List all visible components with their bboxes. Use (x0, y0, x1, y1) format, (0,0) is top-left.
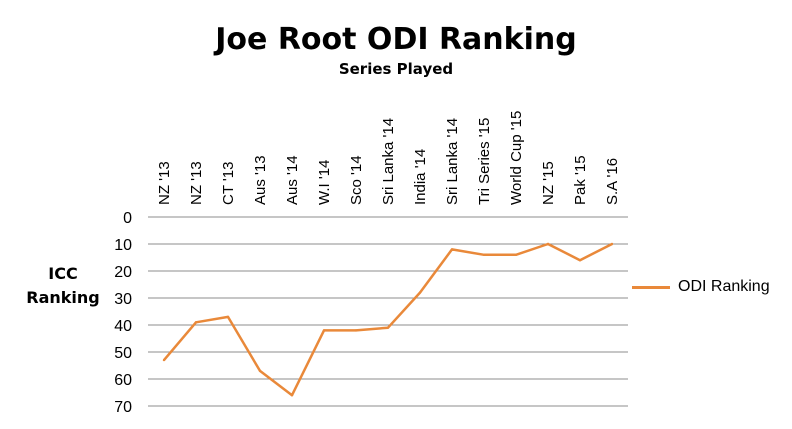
data-point (514, 253, 518, 256)
x-tick-label: Sri Lanka '14 (444, 118, 461, 205)
data-point (450, 248, 454, 251)
data-point (610, 242, 614, 246)
y-tick-labels: 0 10 20 30 40 50 60 70 (114, 210, 132, 416)
legend-label: ODI Ranking (678, 278, 770, 295)
y-tick-label: 40 (114, 318, 132, 335)
legend-swatch (632, 285, 670, 289)
data-point (290, 394, 294, 397)
y-tick-label: 60 (114, 372, 132, 389)
series-layer (162, 242, 614, 397)
data-point (194, 321, 198, 324)
x-tick-label: NZ '15 (540, 161, 557, 205)
data-point (546, 242, 550, 246)
data-point (322, 329, 326, 332)
y-tick-label: 10 (114, 237, 132, 254)
x-tick-label: Aus '14 (284, 155, 301, 205)
data-point (418, 291, 422, 294)
y-tick-label: 30 (114, 291, 132, 308)
y-axis-title: ICC Ranking (26, 264, 100, 307)
y-tick-label: 20 (114, 264, 132, 281)
data-point (258, 369, 262, 373)
data-point (226, 315, 230, 319)
x-tick-label: Sco '14 (348, 155, 365, 205)
x-tick-labels: NZ '13 NZ '13 CT '13 Aus '13 Aus '14 W.I '14 S… (156, 111, 621, 205)
grid-lines (148, 216, 628, 407)
x-tick-label: NZ '13 (188, 161, 205, 205)
data-point (386, 326, 390, 329)
x-tick-label: Sri Lanka '14 (380, 118, 397, 205)
x-tick-label: India '14 (412, 149, 429, 205)
x-tick-label: CT '13 (220, 162, 237, 205)
x-tick-label: NZ '13 (156, 161, 173, 205)
data-point (354, 329, 358, 332)
data-point (482, 253, 486, 256)
series-line (163, 242, 613, 397)
y-tick-label: 0 (123, 210, 132, 227)
chart-title: Joe Root ODI Ranking (215, 22, 577, 57)
legend: ODI Ranking (632, 278, 770, 296)
data-point (162, 358, 166, 362)
x-tick-label: Aus '13 (252, 155, 269, 205)
y-tick-label: 50 (114, 345, 132, 362)
x-tick-label: S.A '16 (604, 158, 621, 205)
y-tick-label: 70 (114, 399, 132, 416)
x-tick-label: Pak '15 (572, 155, 589, 205)
x-tick-label: W.I '14 (316, 160, 333, 205)
x-tick-label: Tri Series '15 (476, 118, 493, 205)
x-tick-label: World Cup '15 (508, 111, 525, 205)
data-point (578, 259, 582, 262)
x-axis-title: Series Played (338, 60, 454, 78)
